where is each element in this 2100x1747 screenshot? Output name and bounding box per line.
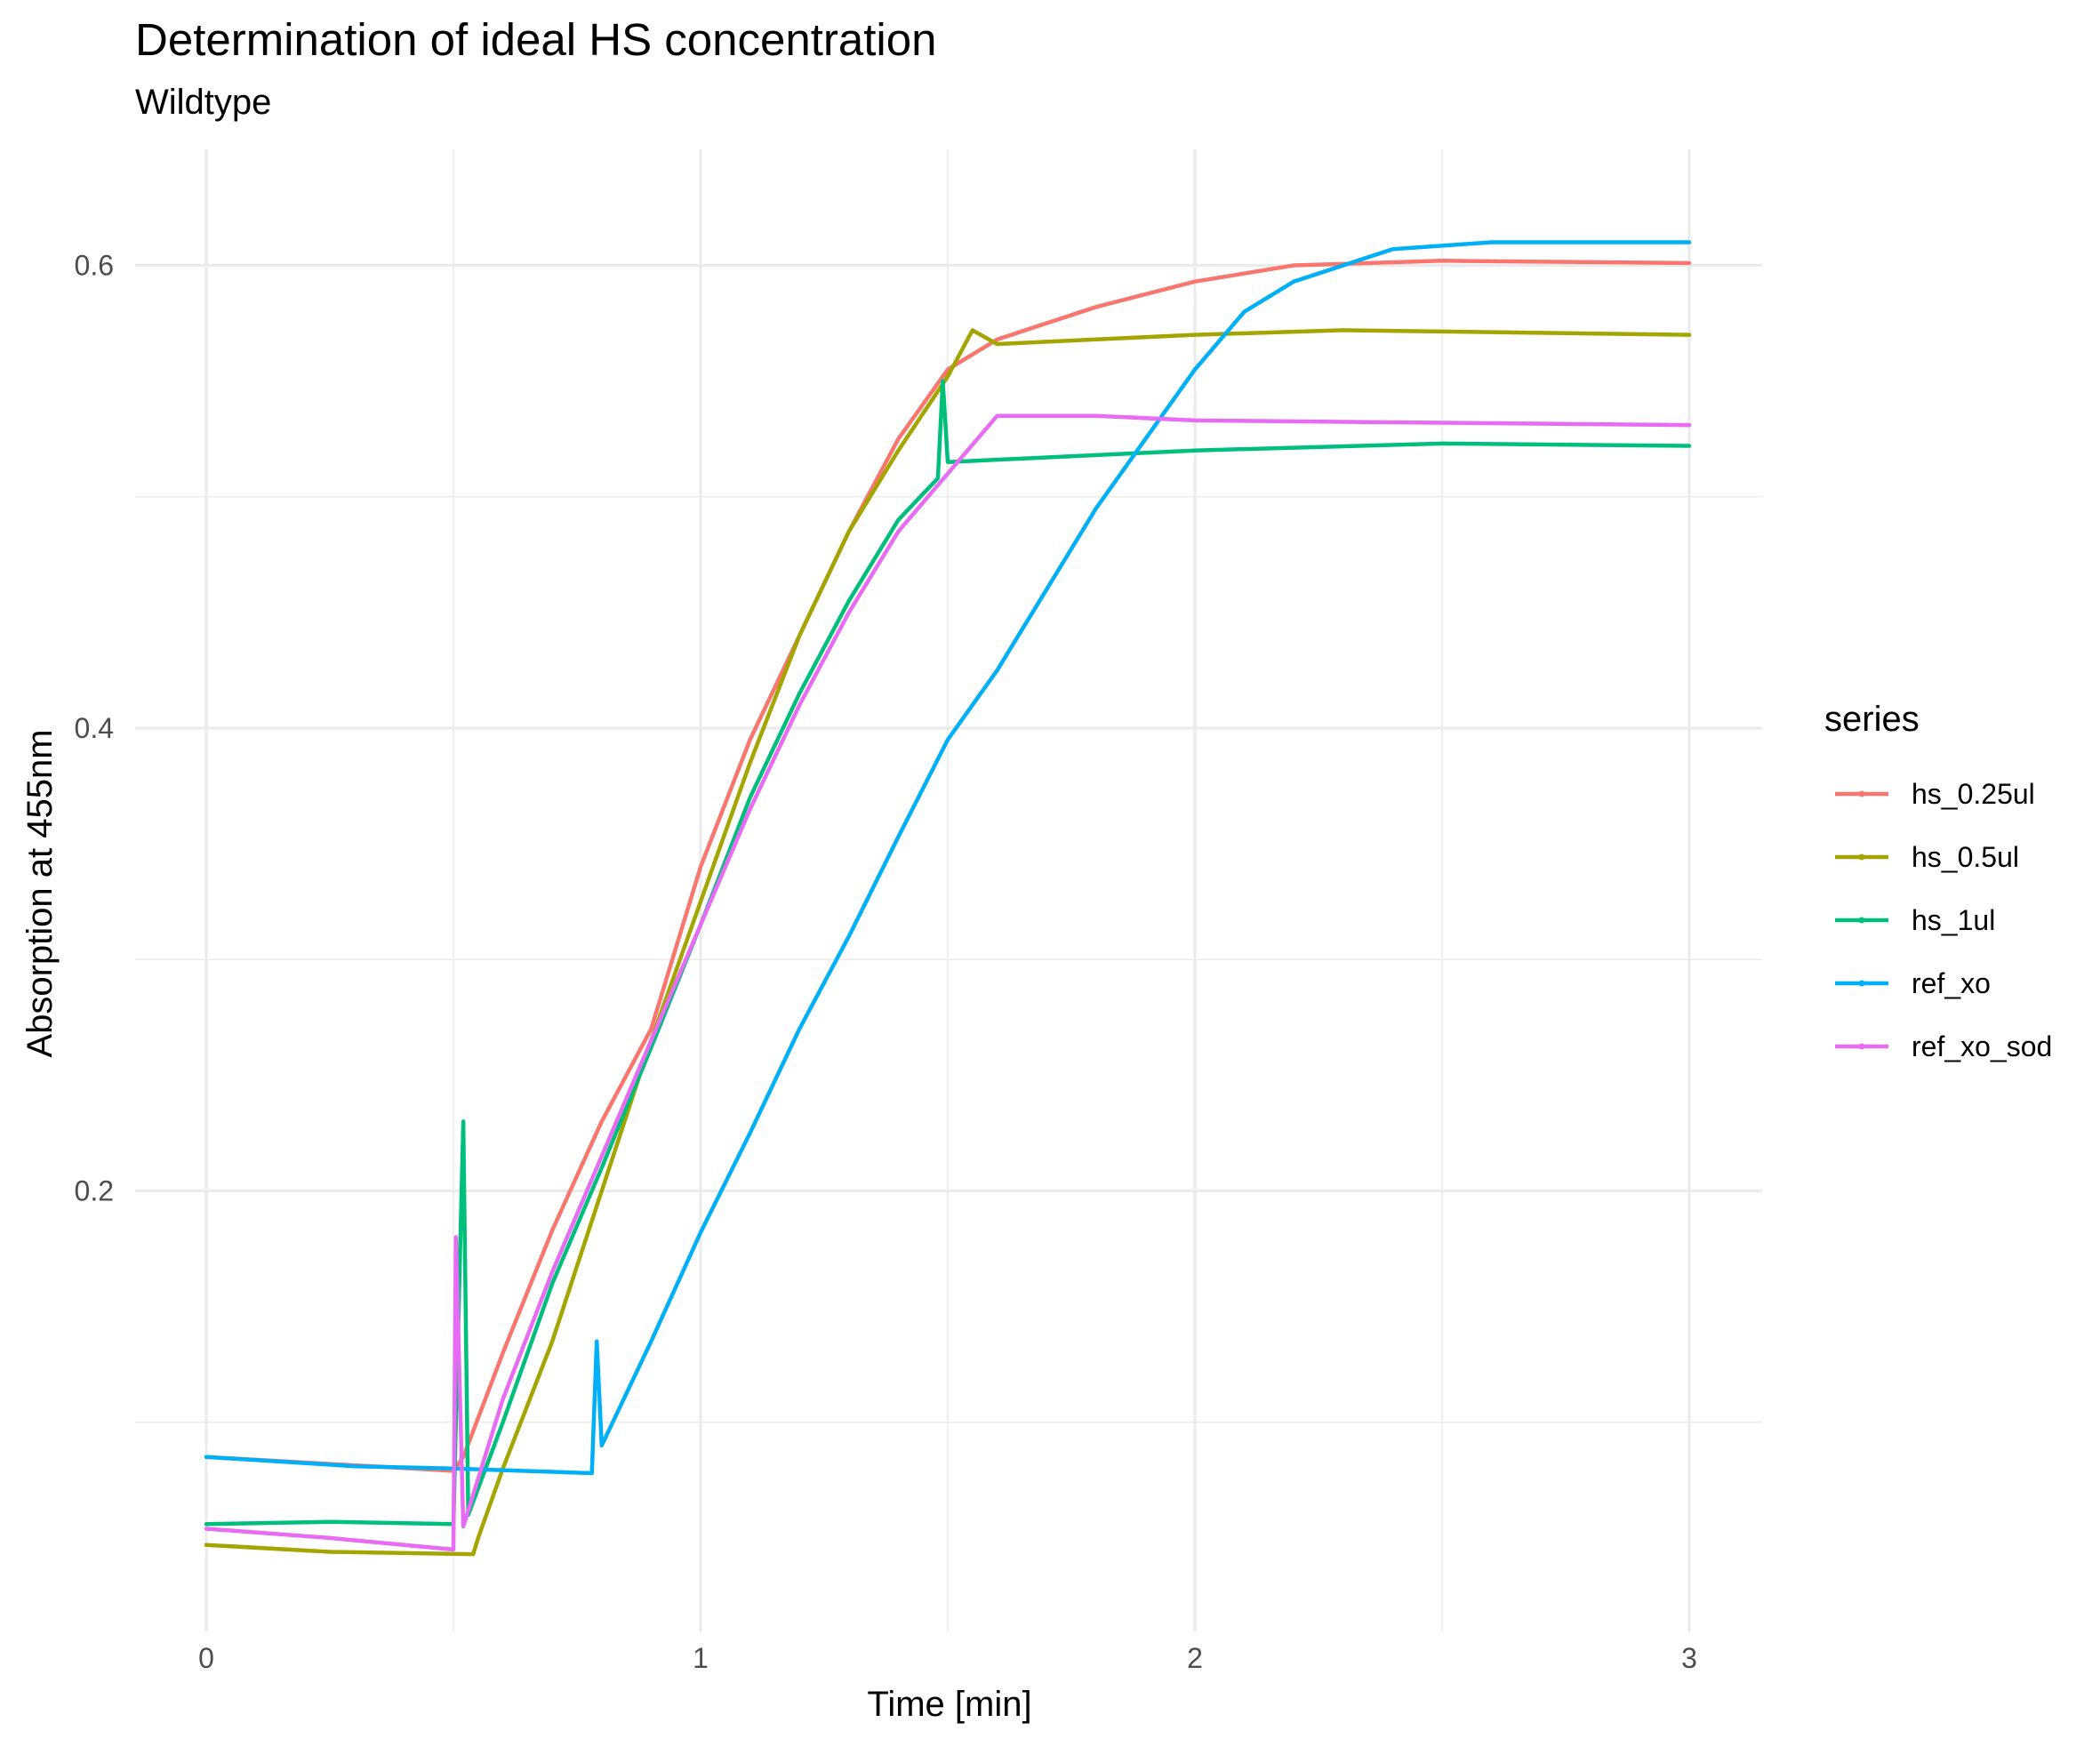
- legend-key-dot-3: [1858, 980, 1865, 987]
- legend-item-1: hs_0.5ul: [1835, 841, 2019, 873]
- legend-label-2: hs_1ul: [1912, 904, 1995, 936]
- series-line-4: [204, 413, 1692, 1552]
- x-tick-label-1: 1: [693, 1642, 709, 1674]
- y-tick-label-0: 0.2: [75, 1175, 114, 1207]
- x-tick-label-0: 0: [198, 1642, 214, 1674]
- legend-key-dot-4: [1858, 1043, 1865, 1050]
- series-line-3: [204, 240, 1692, 1476]
- chart-title: Determination of ideal HS concentration: [135, 14, 937, 65]
- x-axis-ticks: 0 1 2 3: [198, 1642, 1697, 1674]
- series-line-2: [204, 379, 1692, 1527]
- x-tick-label-3: 3: [1681, 1642, 1697, 1674]
- chart-subtitle: Wildtype: [135, 83, 271, 122]
- grid: [135, 149, 1762, 1631]
- legend-item-3: ref_xo: [1835, 967, 1991, 999]
- y-tick-label-2: 0.6: [75, 250, 114, 282]
- series-lines: [204, 240, 1692, 1557]
- legend-item-2: hs_1ul: [1835, 904, 1995, 936]
- legend-label-4: ref_xo_sod: [1912, 1030, 2052, 1062]
- legend: series hs_0.25ul hs_0.5ul hs_1ul ref_xo ref_…: [1824, 700, 2052, 1062]
- series-line-1: [204, 328, 1692, 1557]
- legend-key-dot-2: [1858, 917, 1865, 924]
- y-axis-label: Absorption at 455nm: [20, 729, 60, 1057]
- legend-label-1: hs_0.5ul: [1912, 841, 2019, 873]
- legend-item-0: hs_0.25ul: [1835, 778, 2035, 810]
- legend-label-0: hs_0.25ul: [1912, 778, 2035, 810]
- y-axis-ticks: 0.2 0.4 0.6: [75, 250, 114, 1207]
- legend-key-dot-1: [1858, 853, 1865, 861]
- y-tick-label-1: 0.4: [75, 712, 114, 744]
- legend-key-dot-0: [1858, 790, 1865, 797]
- x-tick-label-2: 2: [1187, 1642, 1203, 1674]
- x-axis-label: Time [min]: [867, 1685, 1031, 1724]
- legend-title: series: [1824, 700, 1920, 739]
- legend-label-3: ref_xo: [1912, 967, 1991, 999]
- legend-item-4: ref_xo_sod: [1835, 1030, 2052, 1062]
- series-line-0: [204, 259, 1692, 1473]
